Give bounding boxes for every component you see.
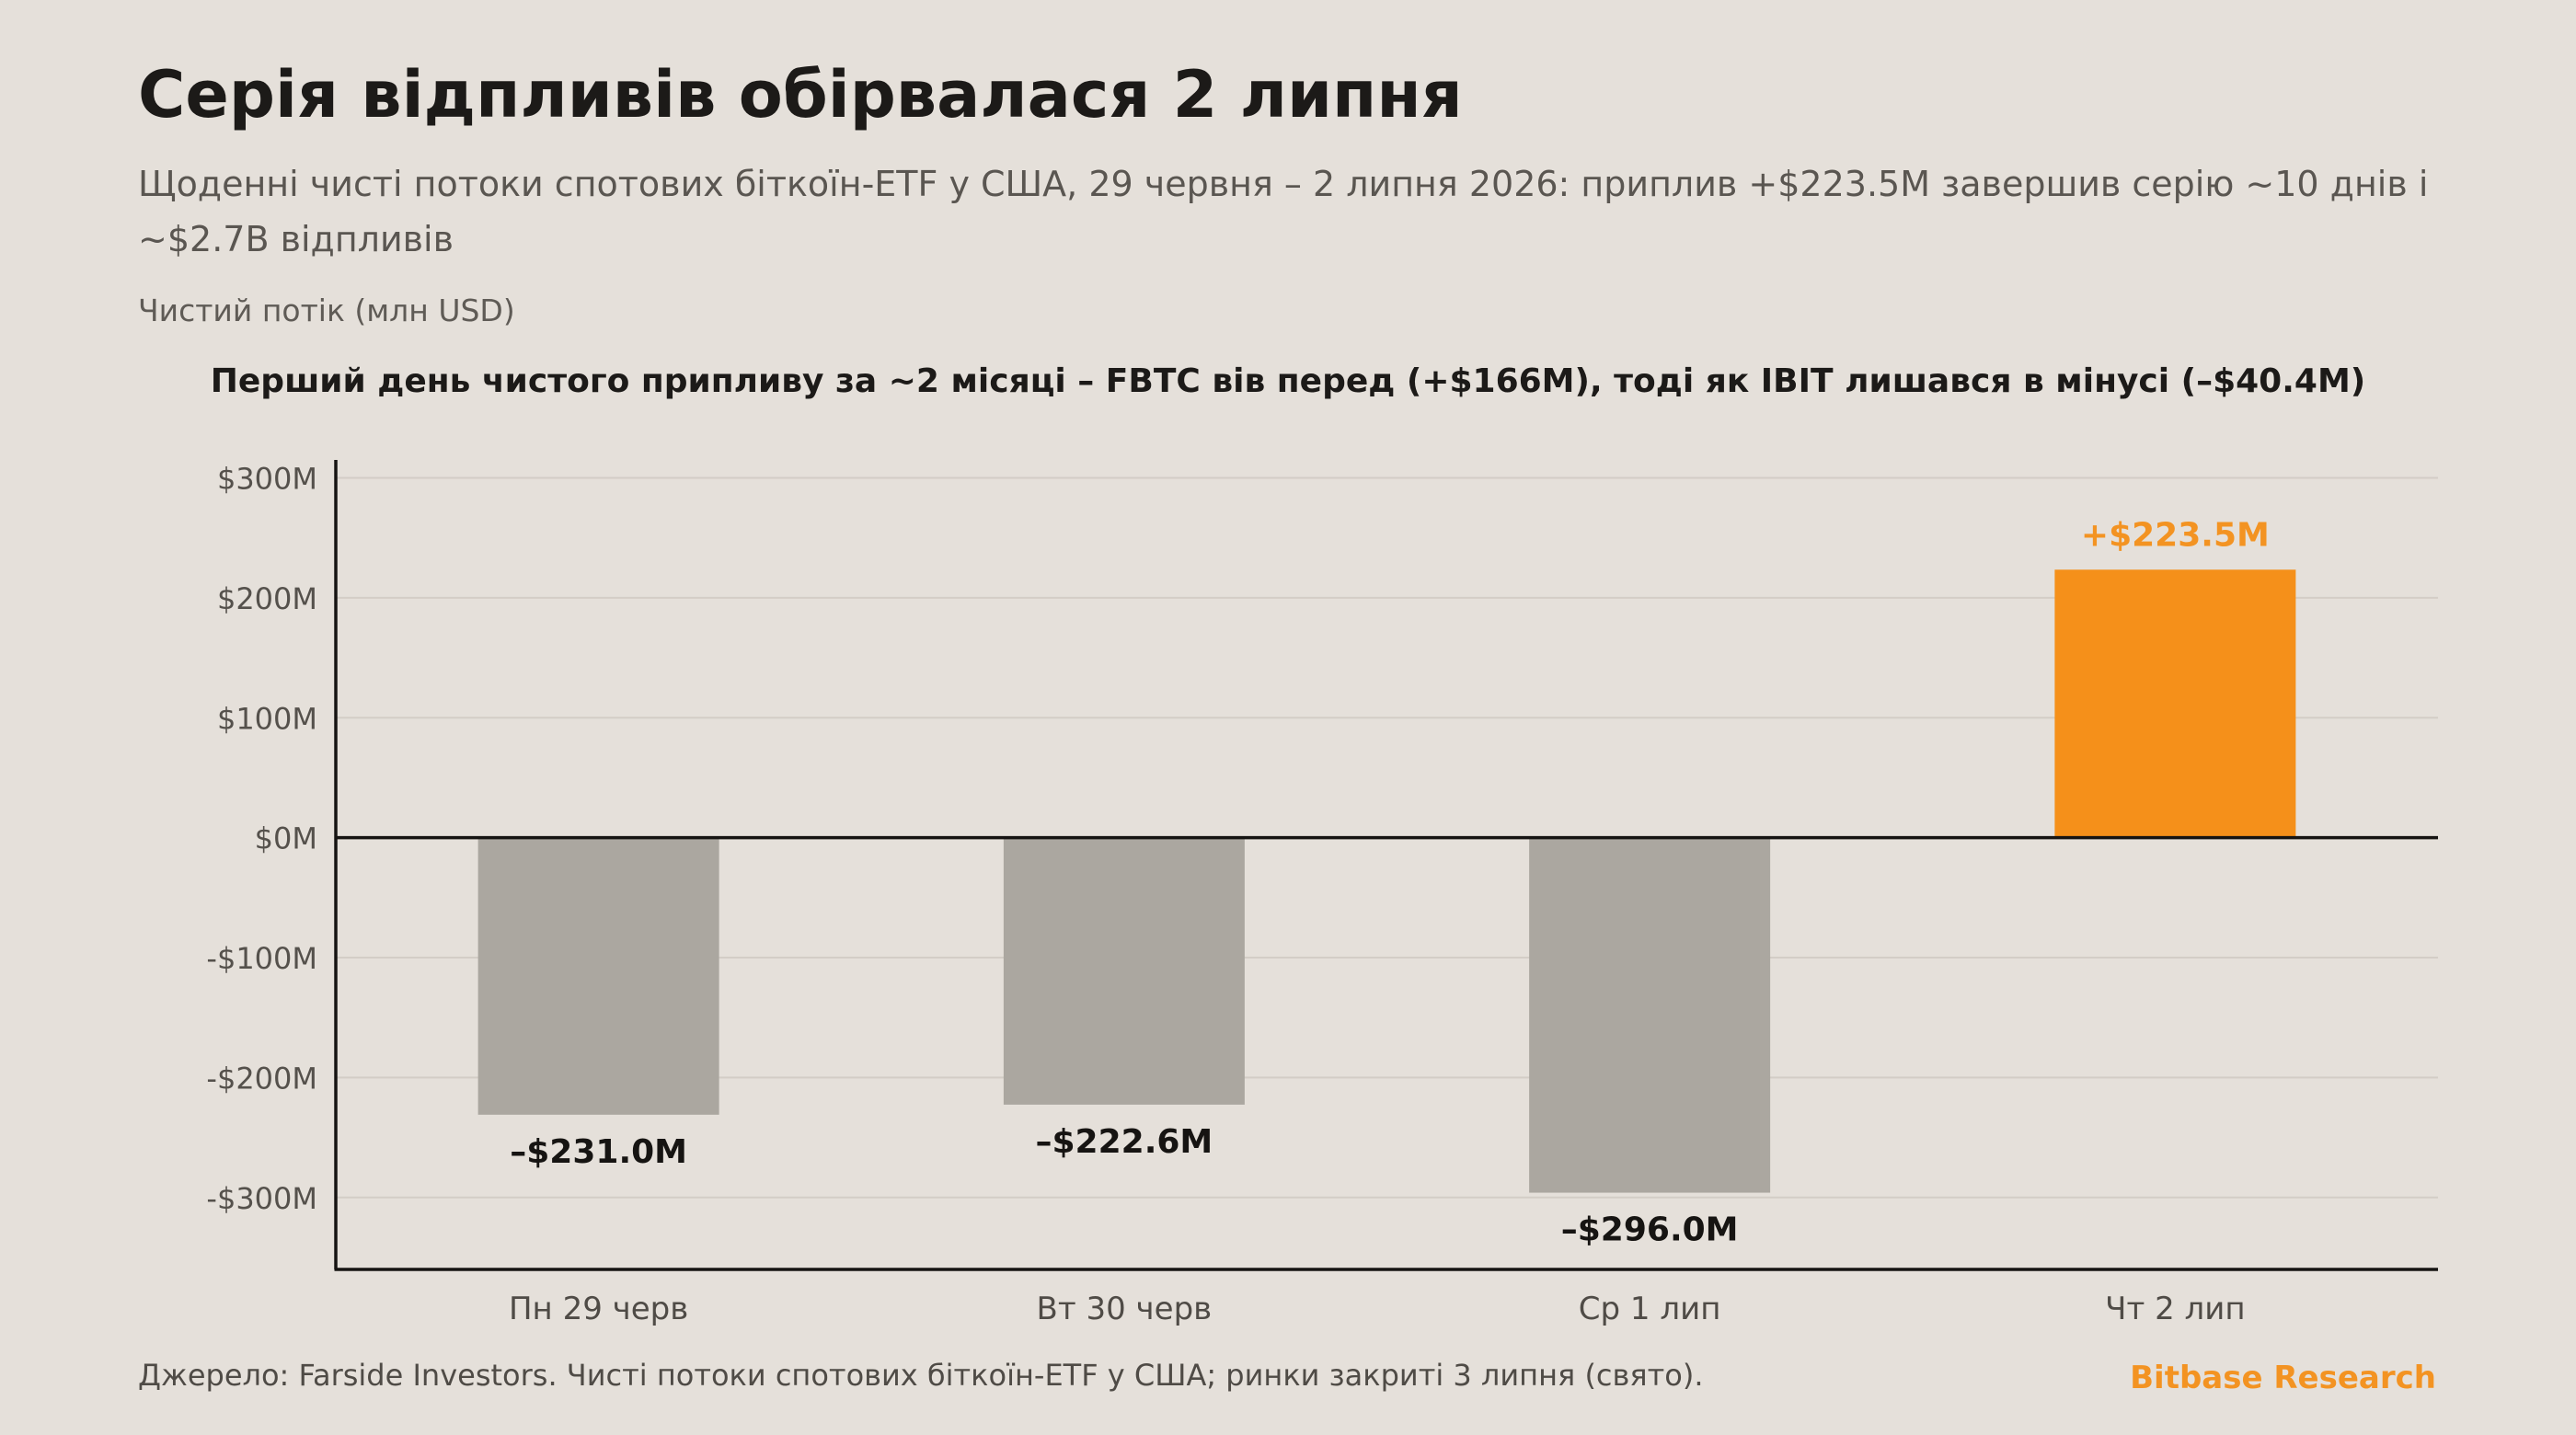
chart-title: Серія відпливів обірвалася 2 липня xyxy=(138,57,1463,132)
y-tick-label: $100M xyxy=(217,701,317,736)
x-tick-label: Ср 1 лип xyxy=(1579,1291,1721,1327)
value-label: –$296.0M xyxy=(1561,1211,1739,1249)
x-tick-label: Вт 30 черв xyxy=(1037,1291,1213,1327)
y-tick-label: $200M xyxy=(217,581,317,616)
source-note: Джерело: Farside Investors. Чисті потоки… xyxy=(138,1358,1704,1393)
bar-3 xyxy=(1529,837,1771,1193)
y-tick-label: -$300M xyxy=(206,1181,317,1216)
value-label: –$231.0M xyxy=(510,1133,687,1171)
bar-1 xyxy=(477,837,719,1115)
value-label: –$222.6M xyxy=(1036,1123,1213,1161)
bar-4 xyxy=(2054,569,2296,838)
bar-2 xyxy=(1003,837,1245,1105)
y-axis-label: Чистий потік (млн USD) xyxy=(138,293,515,328)
y-tick-label: $0M xyxy=(255,821,317,856)
chart-subtitle: Щоденні чисті потоки спотових біткоїн-ET… xyxy=(138,164,2429,259)
x-tick-label: Чт 2 лип xyxy=(2105,1291,2245,1327)
chart-annotation: Перший день чистого припливу за ~2 місяц… xyxy=(210,362,2366,400)
y-tick-label: -$200M xyxy=(206,1061,317,1096)
y-tick-label: $300M xyxy=(217,462,317,497)
y-tick-label: -$100M xyxy=(206,941,317,976)
brand-logo-text: Bitbase Research xyxy=(2130,1360,2436,1396)
x-tick-label: Пн 29 черв xyxy=(509,1291,688,1327)
value-label: +$223.5M xyxy=(2081,516,2270,554)
